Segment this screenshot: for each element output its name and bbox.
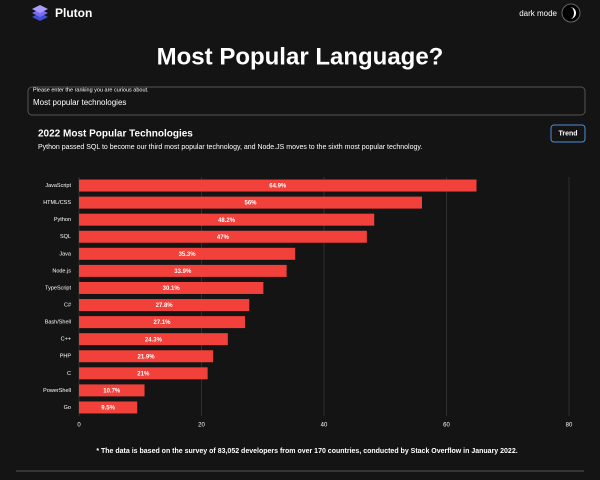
bar <box>79 333 228 346</box>
data-label: 10.7% <box>103 388 121 394</box>
bar <box>79 264 287 277</box>
y-tick-label: HTML/CSS <box>43 200 71 206</box>
bar <box>79 401 138 414</box>
data-label: 35.3% <box>179 252 197 258</box>
x-tick-label: 60 <box>443 423 450 429</box>
dark-mode-toggle[interactable] <box>561 3 581 23</box>
bar <box>79 281 264 294</box>
chart-title: 2022 Most Popular Technologies <box>38 129 193 140</box>
search-label: Please enter the ranking you are curious… <box>33 87 149 93</box>
y-tick-label: Node.js <box>52 268 71 274</box>
data-label: 64.9% <box>269 184 287 190</box>
data-label: 21.9% <box>138 354 156 360</box>
data-label: 27.8% <box>156 303 174 309</box>
bar-chart: 0 20 40 60 80 JavaScript 64.9% HTML/CSS 56% Pytho… <box>43 177 573 429</box>
x-tick-label: 80 <box>566 423 573 429</box>
bar <box>79 367 208 380</box>
data-label: 9.5% <box>101 406 115 412</box>
data-label: 56% <box>244 201 257 207</box>
y-tick-label: TypeScript <box>45 285 71 291</box>
data-label: 21% <box>137 371 150 377</box>
bar <box>79 384 145 397</box>
y-tick-label: PowerShell <box>43 388 71 394</box>
y-tick-label: C# <box>64 302 72 308</box>
y-tick-label: C++ <box>61 337 71 343</box>
chart-subtitle: Python passed SQL to become our third mo… <box>38 144 422 151</box>
y-tick-label: Bash/Shell <box>45 320 71 326</box>
data-label: 30.1% <box>163 286 181 292</box>
y-tick-label: C <box>67 371 71 377</box>
y-tick-label: Java <box>59 251 72 257</box>
mode-label: dark mode <box>519 9 557 18</box>
data-label: 47% <box>217 235 230 241</box>
data-label: 48.2% <box>218 218 236 224</box>
logo <box>32 5 48 21</box>
search-value: Most popular technologies <box>33 98 126 107</box>
y-tick-label: Python <box>54 217 71 223</box>
bar <box>79 350 214 363</box>
data-label: 24.3% <box>145 337 163 343</box>
trend-button-label: Trend <box>558 130 577 137</box>
bar <box>79 230 367 243</box>
bar <box>79 196 422 209</box>
y-tick-label: Go <box>64 405 71 411</box>
y-tick-label: JavaScript <box>45 183 71 189</box>
search-input[interactable] <box>27 86 586 116</box>
bar <box>79 179 477 192</box>
footnote: * The data is based on the survey of 83,… <box>96 448 517 455</box>
x-tick-label: 40 <box>321 423 328 429</box>
page-title: Most Popular Language? <box>157 43 444 70</box>
data-label: 27.1% <box>153 320 171 326</box>
bar <box>79 247 296 260</box>
data-label: 33.9% <box>174 269 192 275</box>
x-tick-label: 20 <box>198 423 205 429</box>
bar <box>79 316 245 329</box>
trend-button[interactable] <box>550 124 586 143</box>
y-tick-label: PHP <box>60 354 72 360</box>
y-tick-label: SQL <box>60 234 71 240</box>
brand: Pluton <box>55 6 92 20</box>
bar <box>79 299 250 312</box>
bar <box>79 213 375 226</box>
x-tick-label: 0 <box>77 423 81 429</box>
